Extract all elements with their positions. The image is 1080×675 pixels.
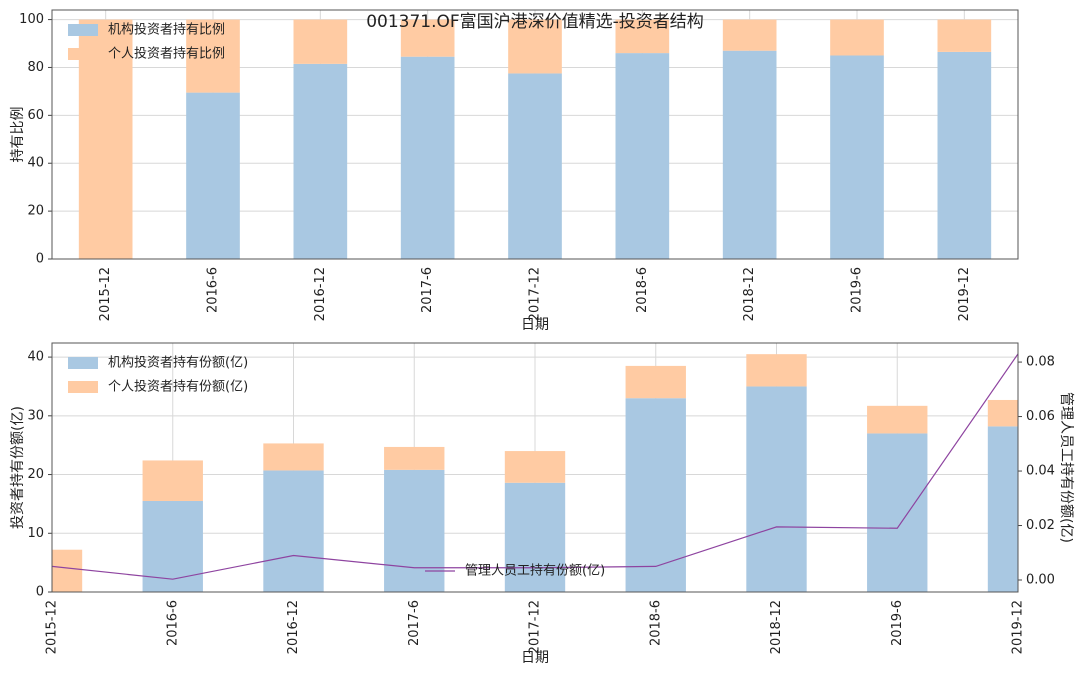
x-axis-label: 日期: [521, 650, 549, 666]
bar: [504, 451, 566, 483]
bar: [384, 469, 445, 592]
bar: [830, 19, 884, 56]
y-tick-label: 100: [19, 12, 44, 27]
bar: [746, 354, 807, 387]
bar: [722, 19, 777, 51]
bar: [830, 55, 884, 259]
x-tick-label: 2019-6: [850, 267, 865, 313]
x-tick-label: 2015-12: [45, 600, 60, 654]
bar: [504, 482, 566, 592]
x-tick-label: 2017-6: [407, 600, 422, 646]
x-tick-label: 2019-12: [1011, 600, 1026, 654]
legend-label: 个人投资者持有比例: [108, 46, 225, 62]
x-tick-label: 2018-12: [769, 600, 784, 654]
bar: [293, 19, 348, 64]
y-tick-label: 0: [36, 252, 44, 267]
bar: [987, 426, 1018, 592]
chart-title: 001371.OF富国沪港深价值精选-投资者结构: [366, 12, 704, 32]
bar: [937, 19, 992, 52]
x-axis-label: 日期: [521, 317, 549, 333]
line: [51, 353, 1019, 580]
bar: [746, 386, 807, 592]
bar: [186, 92, 240, 259]
x-tick-label: 2016-6: [206, 267, 221, 313]
bar: [400, 19, 455, 57]
legend-swatch: [68, 48, 98, 60]
bar: [186, 19, 240, 93]
y-tick-label: 20: [27, 467, 44, 482]
bar: [263, 470, 324, 592]
bar: [615, 53, 670, 259]
bar: [867, 405, 928, 434]
legend-label: 管理人员工持有份额(亿): [465, 564, 605, 579]
bar: [867, 433, 928, 592]
y-axis-label: 持有比例: [10, 107, 26, 163]
y2-axis-label: 管理人员工持有份额(亿): [1058, 392, 1074, 543]
x-tick-label: 2019-12: [957, 267, 972, 321]
bar: [142, 460, 203, 501]
x-tick-label: 2018-6: [635, 267, 650, 313]
legend-swatch: [68, 357, 98, 369]
x-tick-label: 2016-12: [286, 600, 301, 654]
legend-label: 机构投资者持有份额(亿): [108, 355, 248, 371]
bar: [263, 443, 324, 471]
bar: [937, 51, 992, 259]
x-tick-label: 2017-6: [420, 267, 435, 313]
x-tick-label: 2017-12: [528, 267, 543, 321]
bars: [52, 354, 1018, 592]
y-tick-label: 40: [27, 350, 44, 365]
legend-label: 机构投资者持有比例: [108, 22, 225, 38]
x-tick-label: 2019-6: [890, 600, 905, 646]
legend-swatch: [68, 381, 98, 393]
x-tick-label: 2016-6: [165, 600, 180, 646]
bar: [400, 56, 455, 259]
plot-frame: [51, 342, 1019, 593]
legend-swatch: [68, 24, 98, 36]
x-tick-label: 2018-12: [742, 267, 757, 321]
y2-tick-label: 0.00: [1026, 573, 1055, 588]
bar: [508, 19, 562, 74]
x-tick-label: 2017-12: [528, 600, 543, 654]
y2-tick-label: 0.06: [1026, 409, 1055, 424]
y-tick-label: 80: [27, 60, 44, 75]
bar: [384, 446, 445, 470]
bar: [142, 500, 203, 592]
y2-tick-label: 0.08: [1026, 355, 1055, 370]
y-axis-label: 投资者持有份额(亿): [10, 406, 26, 529]
x-tick-label: 2016-12: [313, 267, 328, 321]
legend-label: 个人投资者持有份额(亿): [108, 379, 248, 395]
plot-frame: [51, 9, 1019, 260]
bar: [52, 549, 83, 592]
x-tick-label: 2018-6: [648, 600, 663, 646]
x-tick-label: 2015-12: [98, 267, 113, 321]
bar: [615, 19, 670, 54]
y2-tick-label: 0.04: [1026, 464, 1055, 479]
bars: [78, 19, 992, 259]
y-tick-label: 20: [27, 204, 44, 219]
bar: [625, 365, 686, 399]
bar: [625, 398, 686, 592]
y-tick-label: 60: [27, 108, 44, 123]
y-tick-label: 0: [36, 585, 44, 600]
bar: [508, 73, 562, 259]
y-tick-label: 40: [27, 156, 44, 171]
bar: [987, 399, 1018, 427]
y-tick-label: 30: [27, 408, 44, 423]
bar: [293, 63, 348, 259]
y-tick-label: 10: [27, 526, 44, 541]
bar: [722, 50, 777, 259]
y2-tick-label: 0.02: [1026, 518, 1055, 533]
